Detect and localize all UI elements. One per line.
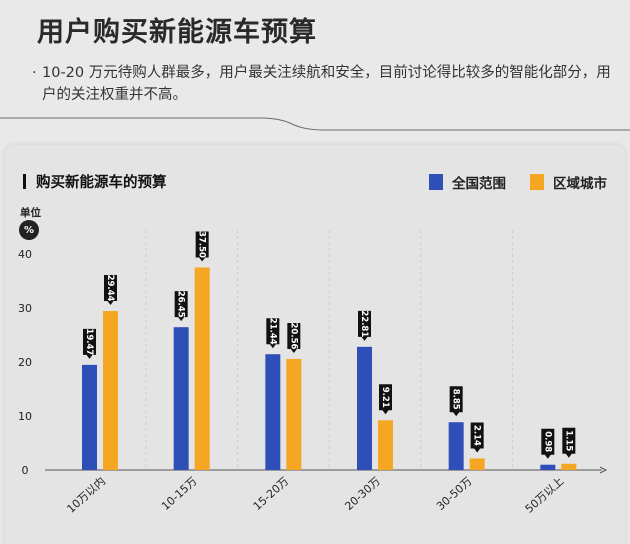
data-label-tag	[83, 328, 96, 359]
data-label-tag	[174, 291, 188, 322]
legend: 全国范围 区域城市	[405, 172, 607, 192]
data-label: 2.14	[472, 425, 482, 446]
data-label: 20.56	[288, 323, 298, 350]
data-label: 26.45	[176, 291, 186, 318]
bar	[265, 354, 281, 470]
bar	[82, 364, 97, 470]
x-tick-label: 10万以内	[64, 474, 108, 516]
chart-title: 购买新能源车的预算	[36, 174, 167, 191]
data-label: 21.44	[267, 318, 277, 345]
y-tick-label: 20	[18, 356, 32, 369]
data-label-tag	[470, 422, 484, 453]
data-label-tag	[195, 231, 209, 262]
data-label-tag	[562, 427, 576, 458]
legend-swatch-regional	[530, 174, 544, 190]
summary-text: · 10-20 万元待购人群最多，用户最关注续航和安全，目前讨论得比较多的智能化…	[32, 62, 617, 106]
y-tick-label: 0	[22, 464, 29, 477]
y-tick-label: 10	[18, 410, 32, 423]
x-tick-label: 50万以上	[523, 475, 567, 516]
data-label-tag	[266, 318, 280, 349]
legend-label-national: 全国范围	[452, 176, 506, 192]
bar	[469, 458, 485, 470]
data-label: 9.21	[380, 387, 390, 408]
summary-body: 10-20 万元待购人群最多，用户最关注续航和安全，目前讨论得比较多的智能化部分…	[42, 65, 611, 103]
data-label: 37.50	[197, 231, 207, 258]
x-tick-label: 10-15万	[159, 475, 200, 513]
title-marker	[23, 173, 26, 189]
page-title: 用户购买新能源车预算	[37, 17, 317, 48]
legend-label-regional: 区域城市	[553, 176, 607, 192]
data-label: 19.47	[84, 328, 94, 355]
legend-item-national: 全国范围	[429, 172, 506, 192]
legend-swatch-national	[429, 174, 443, 190]
bar	[561, 463, 577, 470]
data-label-tag	[541, 428, 555, 459]
bar	[286, 358, 302, 470]
data-label-tag	[104, 275, 117, 306]
data-label: 1.15	[563, 430, 573, 451]
unit-label: 单位	[20, 207, 41, 219]
header-divider	[0, 117, 630, 131]
bar-chart: 0 10 20 30 40 19.47 29.44 10万以内 26.45 37.50 10-15万…	[18, 230, 608, 516]
x-tick-label: 20-30万	[342, 475, 383, 513]
data-label: 8.85	[451, 389, 461, 410]
data-label-tag	[379, 384, 392, 415]
summary-bullet: ·	[32, 65, 37, 81]
y-tick-label: 30	[18, 302, 32, 315]
data-label: 0.98	[542, 431, 552, 452]
bar	[540, 464, 556, 470]
data-label-tag	[449, 386, 463, 417]
bar	[173, 327, 189, 470]
unit-symbol: %	[19, 220, 39, 240]
bar	[378, 420, 393, 470]
bar	[357, 346, 372, 470]
chart-title-group: 购买新能源车的预算	[23, 172, 167, 191]
x-tick-label: 30-50万	[434, 475, 475, 513]
y-tick-label: 40	[18, 248, 32, 261]
bar	[448, 422, 464, 470]
legend-item-regional: 区域城市	[530, 172, 607, 192]
data-label-tag	[358, 310, 371, 341]
data-label-tag	[287, 322, 301, 353]
bar	[103, 311, 118, 470]
chart-card: 购买新能源车的预算 全国范围 区域城市 单位 % 0 10 20 30 40 19.47 2…	[5, 145, 625, 544]
x-tick-label: 15-20万	[251, 475, 292, 513]
data-label: 29.44	[105, 275, 115, 302]
bar	[194, 267, 210, 470]
data-label: 22.81	[359, 310, 369, 337]
x-axis-arrow	[599, 466, 608, 474]
